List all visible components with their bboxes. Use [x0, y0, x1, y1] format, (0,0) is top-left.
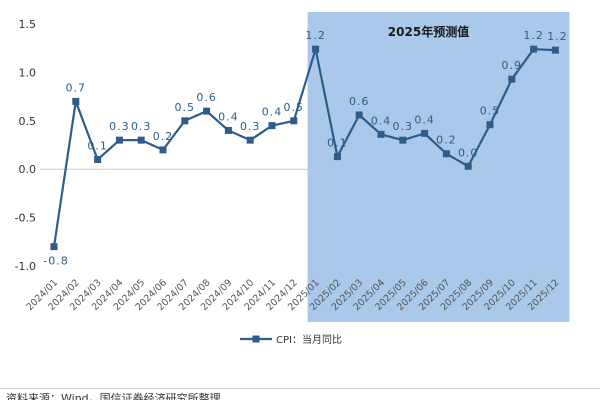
series-cpi	[50, 45, 559, 251]
data-point	[399, 136, 407, 144]
data-point	[224, 126, 232, 134]
data-point	[246, 136, 254, 144]
data-label: 0.1	[87, 140, 108, 153]
data-point	[159, 146, 167, 154]
data-point	[333, 153, 341, 161]
data-point	[551, 46, 559, 54]
y-axis: -1.0 -0.5 0.0 0.5 1.0 1.5	[15, 18, 36, 273]
data-label: 0.4	[218, 110, 239, 123]
y-tick-label: 0.0	[19, 163, 37, 176]
data-point	[181, 117, 189, 125]
data-label: 0.4	[414, 113, 435, 126]
y-tick-label: 0.5	[19, 115, 37, 128]
data-point	[508, 75, 516, 83]
forecast-region-label: 2025年预测值	[388, 24, 469, 39]
data-point	[203, 107, 211, 115]
data-label: 1.2	[523, 29, 544, 42]
data-label: 0.6	[196, 91, 217, 104]
data-label: 0.5	[480, 105, 501, 118]
source-footnote: 资料来源：Wind，国信证券经济研究所整理	[6, 392, 221, 400]
data-labels: -0.80.70.10.3 0.30.20.50.60.40.30.4 0.51.2…	[43, 29, 568, 268]
data-label: 0.9	[502, 59, 523, 72]
forecast-region	[307, 12, 570, 322]
data-point	[268, 122, 276, 130]
data-point	[50, 243, 58, 251]
data-label: 0.3	[109, 120, 130, 133]
data-point	[355, 111, 363, 119]
data-point	[377, 130, 385, 138]
y-tick-label: -1.0	[15, 260, 36, 273]
series-line	[52, 48, 556, 247]
data-label: 0.0	[458, 146, 479, 159]
data-label: 0.4	[371, 114, 392, 127]
data-point	[72, 97, 80, 105]
data-label: 1.2	[305, 29, 326, 42]
data-point	[115, 136, 123, 144]
data-label: 0.5	[175, 101, 196, 114]
data-label: 0.3	[131, 120, 152, 133]
data-label: 0.5	[284, 101, 305, 114]
data-point	[486, 121, 494, 129]
data-label: 0.3	[240, 120, 261, 133]
legend: CPI：当月同比	[240, 333, 342, 346]
data-point	[94, 156, 102, 164]
data-label: 0.4	[262, 106, 283, 119]
data-point	[312, 45, 320, 53]
data-point	[137, 136, 145, 144]
data-label: 0.6	[349, 95, 370, 108]
data-point	[442, 150, 450, 158]
data-point	[464, 162, 472, 170]
y-tick-label: -0.5	[15, 212, 36, 225]
data-point	[530, 45, 538, 53]
data-label: 0.3	[393, 120, 414, 133]
data-label: 0.2	[436, 134, 457, 147]
data-point	[421, 129, 429, 137]
y-tick-label: 1.0	[19, 66, 37, 79]
y-tick-label: 1.5	[19, 18, 37, 31]
data-label: 0.7	[66, 81, 87, 94]
data-label: -0.8	[43, 255, 68, 268]
data-label: 1.2	[547, 30, 568, 43]
legend-square-marker	[252, 335, 260, 343]
legend-label: CPI：当月同比	[276, 333, 342, 346]
data-point	[290, 117, 298, 125]
data-label: 0.1	[327, 137, 348, 150]
data-label: 0.2	[153, 130, 174, 143]
footnote-divider	[0, 388, 600, 389]
